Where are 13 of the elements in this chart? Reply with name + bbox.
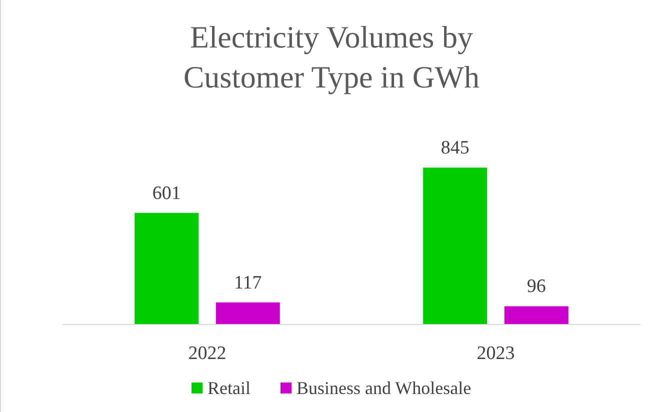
bar [134,212,199,324]
x-tick-label: 2022 [188,343,226,364]
data-label: 117 [234,272,262,294]
data-label: 96 [526,276,546,298]
data-label: 601 [152,182,181,204]
x-tick-label: 2023 [476,343,515,364]
chart-title: Electricity Volumes by Customer Type in GWh [183,20,480,94]
bar [504,306,568,324]
legend-label: Business and Wholesale [296,378,472,398]
data-label: 845 [440,138,470,159]
bar [423,168,488,324]
legend-label: Retail [208,378,251,398]
bar [216,302,280,324]
